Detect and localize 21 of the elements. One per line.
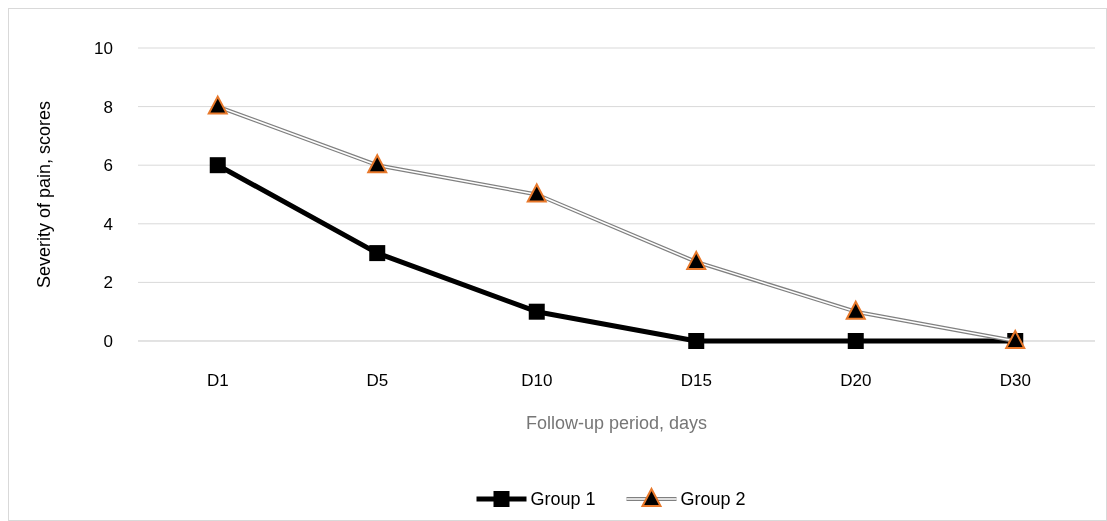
- legend-label: Group 1: [530, 489, 596, 510]
- point: [209, 157, 226, 174]
- y-tick-label: 4: [103, 214, 113, 234]
- y-tick-label: 10: [94, 38, 113, 58]
- x-tick-label: D10: [521, 371, 553, 390]
- x-tick-label: D5: [366, 371, 389, 390]
- point: [528, 303, 545, 320]
- y-tick-label: 6: [103, 156, 113, 176]
- x-tick-label: D20: [840, 371, 872, 390]
- y-axis-title: Severity of pain, scores: [34, 100, 54, 289]
- x-axis-title: Follow-up period, days: [525, 413, 708, 433]
- point: [369, 245, 386, 262]
- x-tick-label: D30: [999, 371, 1031, 390]
- point: [688, 333, 705, 349]
- y-tick-label: 2: [103, 273, 113, 293]
- x-tick-label: D15: [680, 371, 712, 390]
- y-tick-label: 0: [103, 331, 113, 351]
- x-tick-label: D1: [206, 371, 229, 390]
- point: [847, 333, 864, 349]
- legend-label: Group 2: [680, 489, 746, 510]
- y-tick-label: 8: [103, 97, 113, 117]
